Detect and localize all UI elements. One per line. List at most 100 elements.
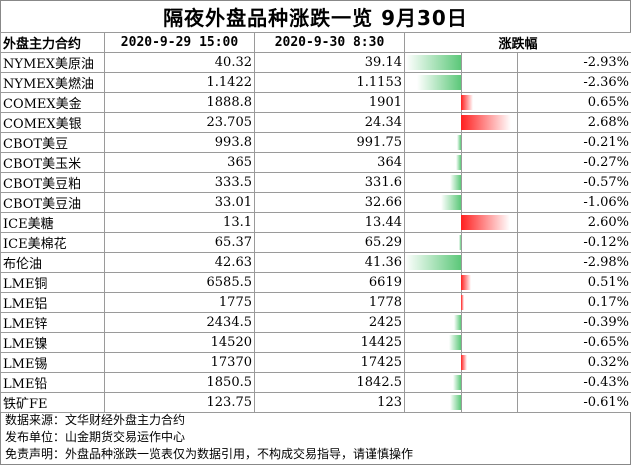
table-row: LME锌 2434.5 2425 -0.39% bbox=[0, 312, 631, 333]
contract-name: CBOT美豆油 bbox=[0, 192, 105, 213]
curr-price: 24.34 bbox=[254, 112, 405, 133]
change-bar-cell bbox=[404, 352, 518, 373]
change-bar-cell bbox=[404, 92, 518, 113]
contract-name: NYMEX美燃油 bbox=[0, 72, 105, 93]
contract-name: LME铅 bbox=[0, 372, 105, 393]
curr-price: 41.36 bbox=[254, 252, 405, 273]
prev-price: 1850.5 bbox=[104, 372, 255, 393]
change-bar-negative bbox=[416, 75, 461, 90]
table-row: LME铅 1850.5 1842.5 -0.43% bbox=[0, 372, 631, 393]
prev-price: 6585.5 bbox=[104, 272, 255, 293]
change-bar-cell bbox=[404, 172, 518, 193]
prev-price: 13.1 bbox=[104, 212, 255, 233]
prev-price: 14520 bbox=[104, 332, 255, 353]
change-bar-cell bbox=[404, 392, 518, 413]
prev-price: 17370 bbox=[104, 352, 255, 373]
curr-price: 1901 bbox=[254, 92, 405, 113]
change-bar-negative bbox=[405, 255, 461, 270]
change-percent: 0.65% bbox=[516, 92, 631, 113]
change-percent: -0.43% bbox=[516, 372, 631, 393]
change-bar-cell bbox=[404, 132, 518, 153]
change-bar-axis bbox=[461, 53, 462, 72]
curr-price: 1.1153 bbox=[254, 72, 405, 93]
contract-name: ICE美棉花 bbox=[0, 232, 105, 253]
table-row: CBOT美豆粕 333.5 331.6 -0.57% bbox=[0, 172, 631, 193]
change-bar-axis bbox=[461, 133, 462, 152]
prev-price: 1888.8 bbox=[104, 92, 255, 113]
contract-name: LME铜 bbox=[0, 272, 105, 293]
change-bar-axis bbox=[461, 393, 462, 412]
curr-price: 1778 bbox=[254, 292, 405, 313]
curr-price: 6619 bbox=[254, 272, 405, 293]
prev-price: 65.37 bbox=[104, 232, 255, 253]
table-row: 铁矿FE 123.75 123 -0.61% bbox=[0, 392, 631, 413]
change-percent: 2.68% bbox=[516, 112, 631, 133]
table-row: COMEX美银 23.705 24.34 2.68% bbox=[0, 112, 631, 133]
table-row: ICE美糖 13.1 13.44 2.60% bbox=[0, 212, 631, 233]
prev-price: 1.1422 bbox=[104, 72, 255, 93]
footer-source: 数据来源：文华财经外盘主力合约 bbox=[5, 413, 186, 427]
change-bar-cell bbox=[404, 192, 518, 213]
change-bar-positive bbox=[461, 355, 467, 370]
change-percent: 0.51% bbox=[516, 272, 631, 293]
change-bar-axis bbox=[461, 193, 462, 212]
change-bar-negative bbox=[453, 315, 461, 330]
change-bar-axis bbox=[461, 333, 462, 352]
change-bar-negative bbox=[452, 375, 461, 390]
contract-name: LME铝 bbox=[0, 292, 105, 313]
curr-price: 331.6 bbox=[254, 172, 405, 193]
change-bar-positive bbox=[461, 95, 474, 110]
change-bar-negative bbox=[455, 155, 461, 170]
change-bar-cell bbox=[404, 232, 518, 253]
contract-name: CBOT美豆 bbox=[0, 132, 105, 153]
prev-price: 42.63 bbox=[104, 252, 255, 273]
change-bar-negative bbox=[450, 175, 461, 190]
contract-name: 铁矿FE bbox=[0, 392, 105, 413]
change-bar-negative bbox=[441, 195, 461, 210]
prev-price: 2434.5 bbox=[104, 312, 255, 333]
change-bar-axis bbox=[461, 173, 462, 192]
table-row: NYMEX美燃油 1.1422 1.1153 -2.36% bbox=[0, 72, 631, 93]
change-bar-axis bbox=[461, 73, 462, 92]
change-bar-negative bbox=[405, 55, 461, 70]
quotes-table: 外盘主力合约 2020-9-29 15:00 2020-9-30 8:30 涨跌… bbox=[0, 32, 631, 413]
change-percent: -0.61% bbox=[516, 392, 631, 413]
change-bar-cell bbox=[404, 312, 518, 333]
footer-notes: 数据来源：文华财经外盘主力合约 发布单位：山金期货交易运作中心 免责声明：外盘品… bbox=[0, 412, 631, 465]
change-bar-negative bbox=[449, 395, 461, 410]
change-bar-cell bbox=[404, 272, 518, 293]
table-row: NYMEX美原油 40.32 39.14 -2.93% bbox=[0, 52, 631, 73]
curr-price: 123 bbox=[254, 392, 405, 413]
header-change: 涨跌幅 bbox=[403, 32, 631, 53]
curr-price: 39.14 bbox=[254, 52, 405, 73]
change-bar-negative bbox=[457, 135, 461, 150]
prev-price: 365 bbox=[104, 152, 255, 173]
change-bar-cell bbox=[404, 212, 518, 233]
change-bar-negative bbox=[448, 335, 461, 350]
prev-price: 33.01 bbox=[104, 192, 255, 213]
change-bar-cell bbox=[404, 332, 518, 353]
change-bar-cell bbox=[404, 252, 518, 273]
footer-publisher: 发布单位：山金期货交易运作中心 bbox=[5, 430, 186, 444]
contract-name: CBOT美豆粕 bbox=[0, 172, 105, 193]
table-header-row: 外盘主力合约 2020-9-29 15:00 2020-9-30 8:30 涨跌… bbox=[0, 32, 631, 53]
prev-price: 993.8 bbox=[104, 132, 255, 153]
table-row: LME锡 17370 17425 0.32% bbox=[0, 352, 631, 373]
contract-name: 布伦油 bbox=[0, 252, 105, 273]
table-body: NYMEX美原油 40.32 39.14 -2.93% NYMEX美燃油 1.1422 1.… bbox=[0, 52, 631, 413]
change-bar-axis bbox=[461, 373, 462, 392]
header-prev-time: 2020-9-29 15:00 bbox=[104, 32, 255, 53]
curr-price: 65.29 bbox=[254, 232, 405, 253]
footer-disclaimer: 免责声明：外盘品种涨跌一览表仅为数据引用，不构成交易指导，请谨慎操作 bbox=[5, 447, 414, 461]
contract-name: NYMEX美原油 bbox=[0, 52, 105, 73]
change-percent: 2.60% bbox=[516, 212, 631, 233]
change-percent: -2.93% bbox=[516, 52, 631, 73]
table-row: CBOT美玉米 365 364 -0.27% bbox=[0, 152, 631, 173]
contract-name: LME锡 bbox=[0, 352, 105, 373]
change-percent: -2.98% bbox=[516, 252, 631, 273]
header-contract: 外盘主力合约 bbox=[0, 32, 105, 53]
change-bar-axis bbox=[461, 313, 462, 332]
change-percent: -0.57% bbox=[516, 172, 631, 193]
table-row: LME铝 1775 1778 0.17% bbox=[0, 292, 631, 313]
